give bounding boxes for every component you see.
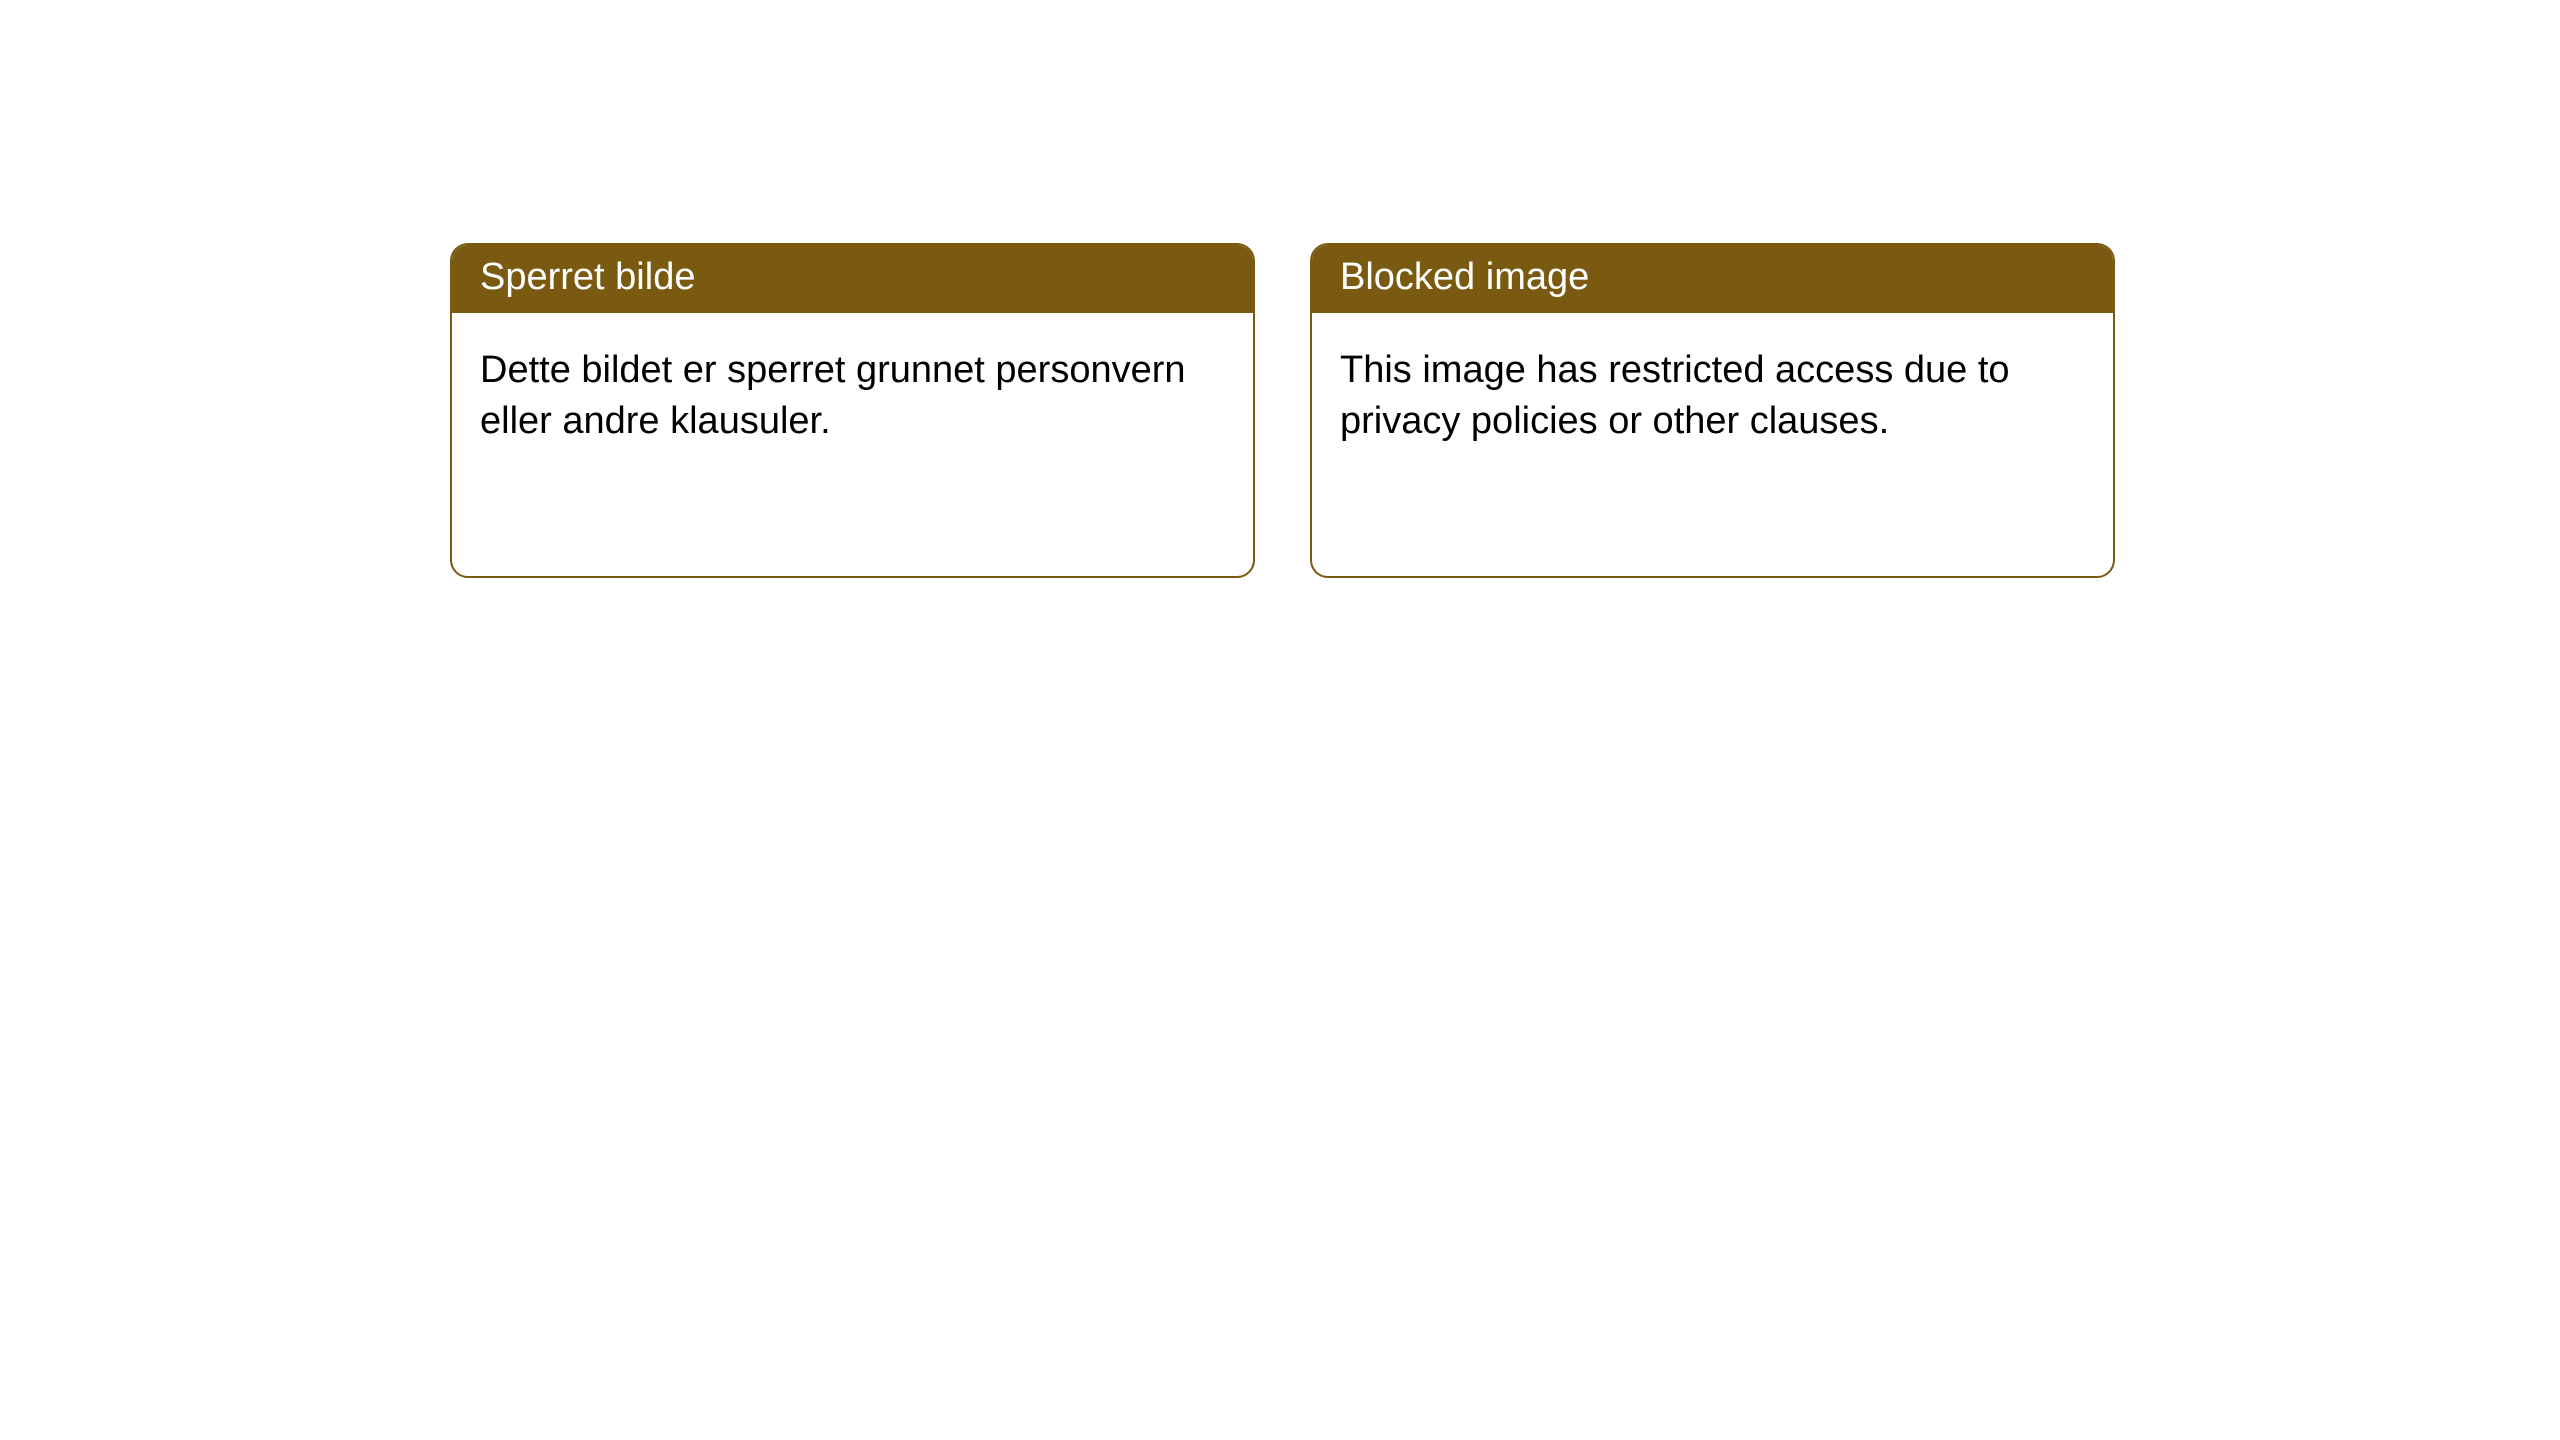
notice-card-norwegian: Sperret bilde Dette bildet er sperret gr… — [450, 243, 1255, 578]
notice-card-english: Blocked image This image has restricted … — [1310, 243, 2115, 578]
notice-cards-row: Sperret bilde Dette bildet er sperret gr… — [450, 243, 2115, 578]
notice-card-header: Sperret bilde — [452, 245, 1253, 313]
notice-card-body: This image has restricted access due to … — [1312, 313, 2113, 468]
notice-card-body: Dette bildet er sperret grunnet personve… — [452, 313, 1253, 468]
notice-card-header: Blocked image — [1312, 245, 2113, 313]
